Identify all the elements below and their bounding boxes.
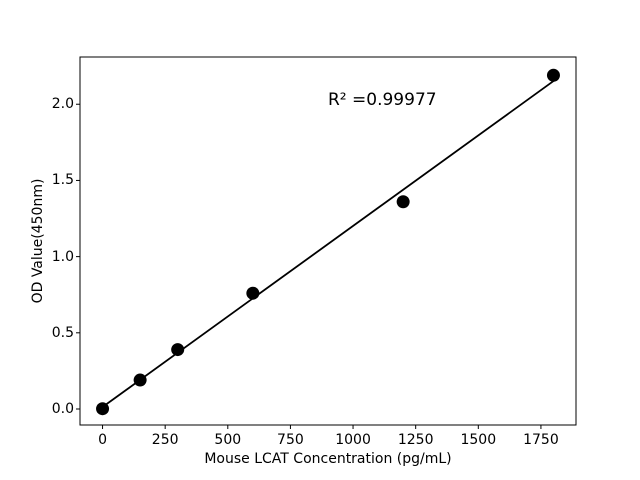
- data-point: [396, 195, 410, 209]
- x-tick-label: 500: [214, 432, 242, 448]
- x-tick-label: 1500: [460, 432, 497, 448]
- x-tick-label: 1250: [397, 432, 434, 448]
- data-point: [171, 343, 185, 357]
- fit-line: [101, 80, 555, 408]
- axes-border: [79, 56, 577, 426]
- y-tick-label: 2.0: [51, 96, 74, 113]
- y-tick-label: 0.0: [51, 401, 74, 417]
- x-axis-label: Mouse LCAT Concentration (pg/mL): [204, 451, 452, 467]
- y-tick-label: 1.0: [51, 248, 74, 265]
- x-tick-label: 750: [277, 432, 304, 448]
- x-tick-label: 1750: [523, 432, 559, 448]
- y-tick-label: 0.5: [51, 324, 74, 341]
- data-point: [246, 286, 260, 300]
- x-tick-label: 250: [151, 432, 179, 448]
- x-tick-label: 0: [98, 432, 107, 448]
- x-tick-label: 1000: [335, 432, 371, 448]
- y-tick-label: 1.5: [51, 172, 74, 189]
- r-squared-annotation: R² =0.99977: [328, 89, 437, 110]
- data-point: [546, 68, 560, 82]
- data-point: [133, 373, 147, 387]
- data-point: [96, 402, 110, 416]
- y-axis-label: OD Value(450nm): [30, 178, 46, 304]
